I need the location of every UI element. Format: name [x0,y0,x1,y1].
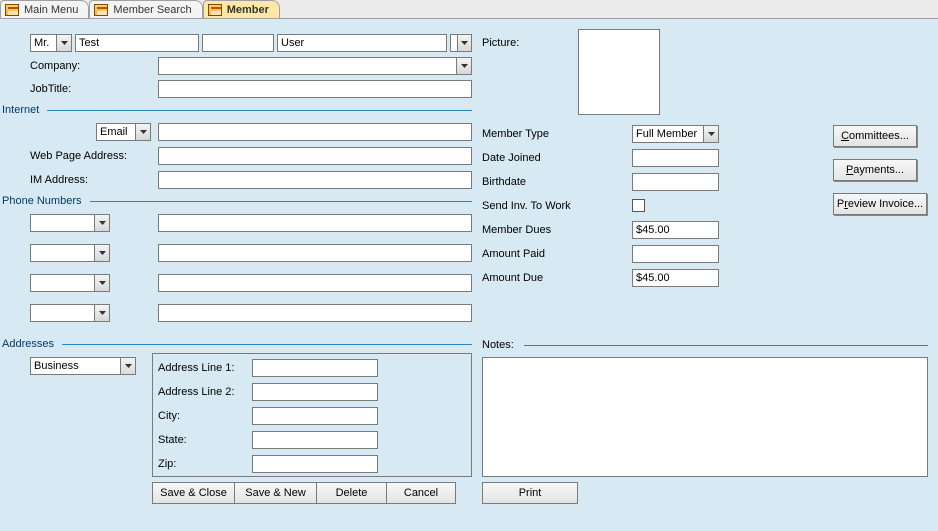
cancel-button[interactable]: Cancel [386,482,456,504]
print-button-row: Print [482,482,578,504]
notes-line [524,345,928,346]
company-select[interactable] [158,57,472,75]
email-type-select[interactable]: Email [96,123,151,141]
addr1-label: Address Line 1: [158,362,234,374]
send-inv-label: Send Inv. To Work [482,200,571,212]
addr2-label: Address Line 2: [158,386,234,398]
phone-type-4-select[interactable] [30,304,110,322]
city-label: City: [158,410,180,422]
committees-button[interactable]: Committees... [833,125,917,147]
title-select[interactable]: Mr. [30,34,72,52]
chevron-down-icon [94,245,109,261]
notes-textarea[interactable] [482,357,928,477]
tab-member-search[interactable]: Member Search [89,0,202,18]
state-label: State: [158,434,187,446]
amount-due-input[interactable] [632,269,719,287]
phone-type-3-select[interactable] [30,274,110,292]
chevron-down-icon [56,35,71,51]
middle-name-input[interactable] [202,34,274,52]
picture-box[interactable] [578,29,660,115]
amount-paid-input[interactable] [632,245,719,263]
birthdate-label: Birthdate [482,176,526,188]
jobtitle-label: JobTitle: [30,83,71,95]
city-input[interactable] [252,407,378,425]
member-type-label: Member Type [482,128,549,140]
birthdate-input[interactable] [632,173,719,191]
phone-type-2-select[interactable] [30,244,110,262]
form-icon [5,4,19,16]
notes-label: Notes: [482,339,514,351]
chevron-down-icon [94,215,109,231]
chevron-down-icon [94,305,109,321]
tab-label: Member [227,4,269,16]
preview-invoice-button[interactable]: Preview Invoice... [833,193,927,215]
im-label: IM Address: [30,174,88,186]
member-dues-input[interactable] [632,221,719,239]
email-input[interactable] [158,123,472,141]
chevron-down-icon [703,126,718,142]
phone-2-input[interactable] [158,244,472,262]
tab-label: Main Menu [24,4,78,16]
address-type-select[interactable]: Business [30,357,136,375]
picture-label: Picture: [482,37,519,49]
send-inv-checkbox[interactable] [632,199,645,212]
amount-paid-label: Amount Paid [482,248,545,260]
suffix-select[interactable] [450,34,472,52]
state-input[interactable] [252,431,378,449]
first-name-input[interactable] [75,34,199,52]
internet-section-header: Internet [2,104,472,116]
date-joined-input[interactable] [632,149,719,167]
addr1-input[interactable] [252,359,378,377]
tab-member[interactable]: Member [203,0,280,18]
addr2-input[interactable] [252,383,378,401]
delete-button[interactable]: Delete [316,482,386,504]
form-icon [94,4,108,16]
member-dues-label: Member Dues [482,224,551,236]
zip-input[interactable] [252,455,378,473]
phone-3-input[interactable] [158,274,472,292]
phone-1-input[interactable] [158,214,472,232]
member-form: Mr. Company: JobTitle: Picture: Internet… [0,18,938,531]
last-name-input[interactable] [277,34,447,52]
date-joined-label: Date Joined [482,152,541,164]
chevron-down-icon [456,58,471,74]
jobtitle-input[interactable] [158,80,472,98]
chevron-down-icon [135,124,150,140]
save-close-button[interactable]: Save & Close [152,482,234,504]
chevron-down-icon [120,358,135,374]
webpage-label: Web Page Address: [30,150,127,162]
zip-label: Zip: [158,458,176,470]
tab-main-menu[interactable]: Main Menu [0,0,89,18]
form-icon [208,4,222,16]
webpage-input[interactable] [158,147,472,165]
payments-button[interactable]: Payments... [833,159,917,181]
tab-bar: Main Menu Member Search Member [0,0,938,19]
amount-due-label: Amount Due [482,272,543,284]
phone-type-1-select[interactable] [30,214,110,232]
chevron-down-icon [94,275,109,291]
phone-section-header: Phone Numbers [2,195,472,207]
im-input[interactable] [158,171,472,189]
tab-label: Member Search [113,4,191,16]
save-new-button[interactable]: Save & New [234,482,316,504]
phone-4-input[interactable] [158,304,472,322]
bottom-button-row: Save & Close Save & New Delete Cancel [152,482,456,504]
company-label: Company: [30,60,80,72]
member-type-select[interactable]: Full Member [632,125,719,143]
print-button[interactable]: Print [482,482,578,504]
chevron-down-icon [457,35,471,51]
addresses-section-header: Addresses [2,338,472,350]
